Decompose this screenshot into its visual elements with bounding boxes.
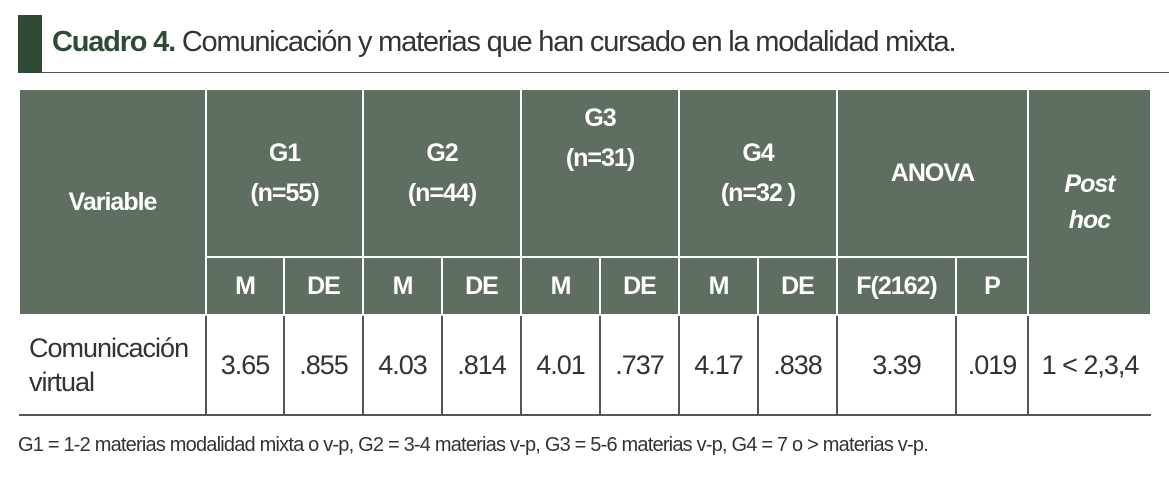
group-n: (n=32 ): [720, 179, 796, 207]
group-header: G1 (n=55): [205, 88, 364, 258]
title: Cuadro 4. Comunicación y materias que ha…: [52, 26, 957, 59]
group-header: G3 (n=31): [520, 88, 680, 258]
table-cell: .838: [757, 315, 837, 416]
group-name: G2: [426, 139, 458, 167]
subheader-cell: DE: [441, 256, 522, 316]
header-cell: ANOVA: [836, 88, 1029, 258]
group-name: G1: [268, 139, 301, 167]
subheader-cell: DE: [599, 256, 680, 316]
subheader-cell: DE: [283, 256, 364, 316]
subheader-cell: F(2162): [836, 256, 957, 316]
table-cell: 1 < 2,3,4: [1027, 315, 1151, 416]
subheader-cell: M: [205, 256, 285, 316]
group-header: G4 (n=32 ): [678, 88, 838, 258]
table-cell: .019: [955, 315, 1028, 416]
title-text: Comunicación y materias que han cursado …: [181, 26, 957, 58]
table-cell: .855: [283, 315, 363, 416]
group-header: G2 (n=44): [362, 88, 522, 258]
subheader-cell: P: [955, 256, 1029, 316]
header-cell: Post hoc: [1027, 88, 1152, 316]
table: Variable G1 (n=55) G2 (n=44) G3 (n=31) G4 (n…: [18, 88, 1152, 416]
table-body: Comunicación virtual 3.65.855 4.03.814 4.01…: [19, 315, 1151, 416]
group-name: G4: [742, 139, 774, 167]
subheader-cell: M: [520, 256, 601, 316]
group-name: G3: [584, 104, 616, 132]
table-cell: Comunicación virtual: [19, 315, 206, 416]
title-label: Cuadro 4.: [52, 26, 176, 58]
header-row: Variable G1 (n=55) G2 (n=44) G3 (n=31) G4 (n…: [18, 88, 1152, 316]
table-row: Comunicación virtual 3.65.855 4.03.814 4.01…: [19, 315, 1151, 416]
subheader-cell: M: [362, 256, 443, 316]
table-cell: 4.03: [362, 315, 442, 416]
table-cell: .737: [599, 315, 679, 416]
table-cell: .814: [441, 315, 521, 416]
subheader-cell: DE: [757, 256, 838, 316]
group-n: (n=55): [250, 179, 319, 207]
header-cell: Variable: [18, 88, 207, 316]
table-cell: 4.01: [520, 315, 600, 416]
subheader-row: M DE M DE M DE M DE F(2162) P: [19, 256, 1151, 316]
subheader-cell: M: [678, 256, 759, 316]
title-rule: [42, 72, 1169, 73]
group-n: (n=31): [565, 144, 635, 172]
table-cell: 3.39: [836, 315, 956, 416]
group-n: (n=44): [407, 179, 477, 207]
title-bar: [18, 15, 42, 73]
table-cell: 3.65: [205, 315, 284, 416]
table-cell: 4.17: [678, 315, 758, 416]
footnote: G1 = 1-2 materias modalidad mixta o v-p,…: [18, 434, 929, 456]
